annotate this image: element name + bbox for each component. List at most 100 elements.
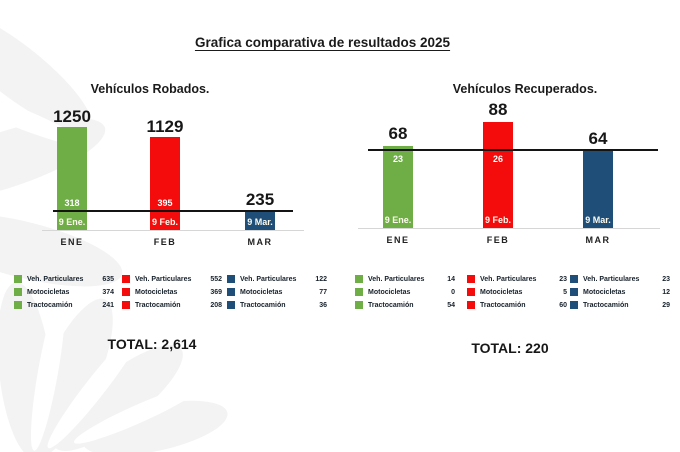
legend-item: Motocicletas 77 bbox=[227, 288, 327, 296]
legend-label: Veh. Particulares bbox=[480, 275, 537, 283]
legend-value: 54 bbox=[447, 301, 455, 309]
recuperados-bar-ene bbox=[383, 146, 413, 228]
legend-label: Veh. Particulares bbox=[135, 275, 192, 283]
robados-month-ene: ENE bbox=[60, 237, 84, 247]
red-swatch-icon bbox=[467, 301, 475, 309]
legend-item: Tractocamión 29 bbox=[570, 301, 670, 309]
legend-value: 635 bbox=[102, 275, 114, 283]
robados-reference-line bbox=[53, 210, 293, 212]
legend-value: 369 bbox=[210, 288, 222, 296]
recuperados-reference-line bbox=[368, 149, 658, 151]
blue-swatch-icon bbox=[570, 301, 578, 309]
robados-legend-ene: Veh. Particulares 635 Motocicletas 374 T… bbox=[14, 275, 114, 314]
legend-value: 14 bbox=[447, 275, 455, 283]
legend-item: Tractocamión 36 bbox=[227, 301, 327, 309]
legend-label: Veh. Particulares bbox=[240, 275, 297, 283]
recuperados-bar-feb bbox=[483, 122, 513, 228]
legend-item: Tractocamión 208 bbox=[122, 301, 222, 309]
legend-value: 29 bbox=[662, 301, 670, 309]
legend-item: Veh. Particulares 122 bbox=[227, 275, 327, 283]
legend-label: Motocicletas bbox=[135, 288, 178, 296]
green-swatch-icon bbox=[14, 301, 22, 309]
legend-label: Motocicletas bbox=[583, 288, 626, 296]
legend-item: Veh. Particulares 23 bbox=[570, 275, 670, 283]
green-swatch-icon bbox=[14, 275, 22, 283]
legend-value: 12 bbox=[662, 288, 670, 296]
robados-bar-ene bbox=[57, 127, 87, 230]
robados-date-feb: 9 Feb. bbox=[151, 217, 178, 227]
recuperados-legend-mar: Veh. Particulares 23 Motocicletas 12 Tra… bbox=[570, 275, 670, 314]
legend-value: 241 bbox=[102, 301, 114, 309]
robados-partial-ene: 318 bbox=[64, 198, 80, 208]
recuperados-value-feb: 88 bbox=[488, 100, 508, 119]
legend-item: Motocicletas 12 bbox=[570, 288, 670, 296]
legend-value: 23 bbox=[662, 275, 670, 283]
green-swatch-icon bbox=[355, 301, 363, 309]
recuperados-date-mar: 9 Mar. bbox=[585, 215, 611, 225]
recuperados-date-ene: 9 Ene. bbox=[384, 215, 412, 225]
legend-value: 552 bbox=[210, 275, 222, 283]
legend-value: 208 bbox=[210, 301, 222, 309]
robados-value-ene: 1250 bbox=[53, 107, 91, 126]
blue-swatch-icon bbox=[227, 301, 235, 309]
red-swatch-icon bbox=[467, 275, 475, 283]
legend-value: 374 bbox=[102, 288, 114, 296]
recuperados-partial-ene: 23 bbox=[392, 154, 403, 164]
red-swatch-icon bbox=[122, 288, 130, 296]
blue-swatch-icon bbox=[227, 275, 235, 283]
recuperados-chart-title: Vehículos Recuperados. bbox=[452, 82, 598, 96]
legend-label: Veh. Particulares bbox=[583, 275, 640, 283]
green-swatch-icon bbox=[14, 288, 22, 296]
legend-value: 36 bbox=[319, 301, 327, 309]
page-title: Grafica comparativa de resultados 2025 bbox=[194, 35, 451, 50]
blue-swatch-icon bbox=[570, 275, 578, 283]
recuperados-legend-ene: Veh. Particulares 14 Motocicletas 0 Trac… bbox=[355, 275, 455, 314]
legend-label: Motocicletas bbox=[368, 288, 411, 296]
legend-label: Motocicletas bbox=[240, 288, 283, 296]
robados-legend-mar: Veh. Particulares 122 Motocicletas 77 Tr… bbox=[227, 275, 327, 314]
recuperados-axis-baseline bbox=[358, 228, 660, 229]
legend-item: Veh. Particulares 552 bbox=[122, 275, 222, 283]
legend-item: Veh. Particulares 635 bbox=[14, 275, 114, 283]
green-swatch-icon bbox=[355, 275, 363, 283]
robados-date-mar: 9 Mar. bbox=[247, 217, 273, 227]
robados-value-feb: 1129 bbox=[146, 117, 184, 136]
red-swatch-icon bbox=[467, 288, 475, 296]
robados-month-mar: MAR bbox=[247, 237, 273, 247]
legend-label: Motocicletas bbox=[27, 288, 70, 296]
legend-label: Tractocamión bbox=[240, 301, 286, 309]
recuperados-month-ene: ENE bbox=[386, 235, 410, 245]
recuperados-month-mar: MAR bbox=[585, 235, 611, 245]
legend-value: 0 bbox=[451, 288, 455, 296]
legend-label: Veh. Particulares bbox=[368, 275, 425, 283]
legend-label: Tractocamión bbox=[480, 301, 526, 309]
recuperados-bar-mar bbox=[583, 151, 613, 228]
legend-value: 60 bbox=[559, 301, 567, 309]
legend-label: Tractocamión bbox=[27, 301, 73, 309]
robados-legend-feb: Veh. Particulares 552 Motocicletas 369 T… bbox=[122, 275, 222, 314]
recuperados-total: TOTAL: 220 bbox=[471, 340, 549, 356]
legend-item: Veh. Particulares 14 bbox=[355, 275, 455, 283]
robados-total: TOTAL: 2,614 bbox=[107, 336, 197, 352]
legend-label: Veh. Particulares bbox=[27, 275, 84, 283]
legend-label: Tractocamión bbox=[135, 301, 181, 309]
legend-item: Motocicletas 0 bbox=[355, 288, 455, 296]
legend-label: Motocicletas bbox=[480, 288, 523, 296]
robados-date-ene: 9 Ene. bbox=[58, 217, 86, 227]
robados-bar-feb bbox=[150, 137, 180, 230]
red-swatch-icon bbox=[122, 301, 130, 309]
robados-axis-baseline bbox=[42, 230, 304, 231]
legend-item: Motocicletas 369 bbox=[122, 288, 222, 296]
legend-item: Tractocamión 241 bbox=[14, 301, 114, 309]
robados-chart-title: Vehículos Robados. bbox=[90, 82, 210, 96]
legend-item: Tractocamión 54 bbox=[355, 301, 455, 309]
blue-swatch-icon bbox=[570, 288, 578, 296]
green-swatch-icon bbox=[355, 288, 363, 296]
legend-value: 5 bbox=[563, 288, 567, 296]
legend-item: Tractocamión 60 bbox=[467, 301, 567, 309]
blue-swatch-icon bbox=[227, 288, 235, 296]
legend-item: Motocicletas 5 bbox=[467, 288, 567, 296]
recuperados-value-ene: 68 bbox=[388, 124, 408, 143]
legend-value: 122 bbox=[315, 275, 327, 283]
